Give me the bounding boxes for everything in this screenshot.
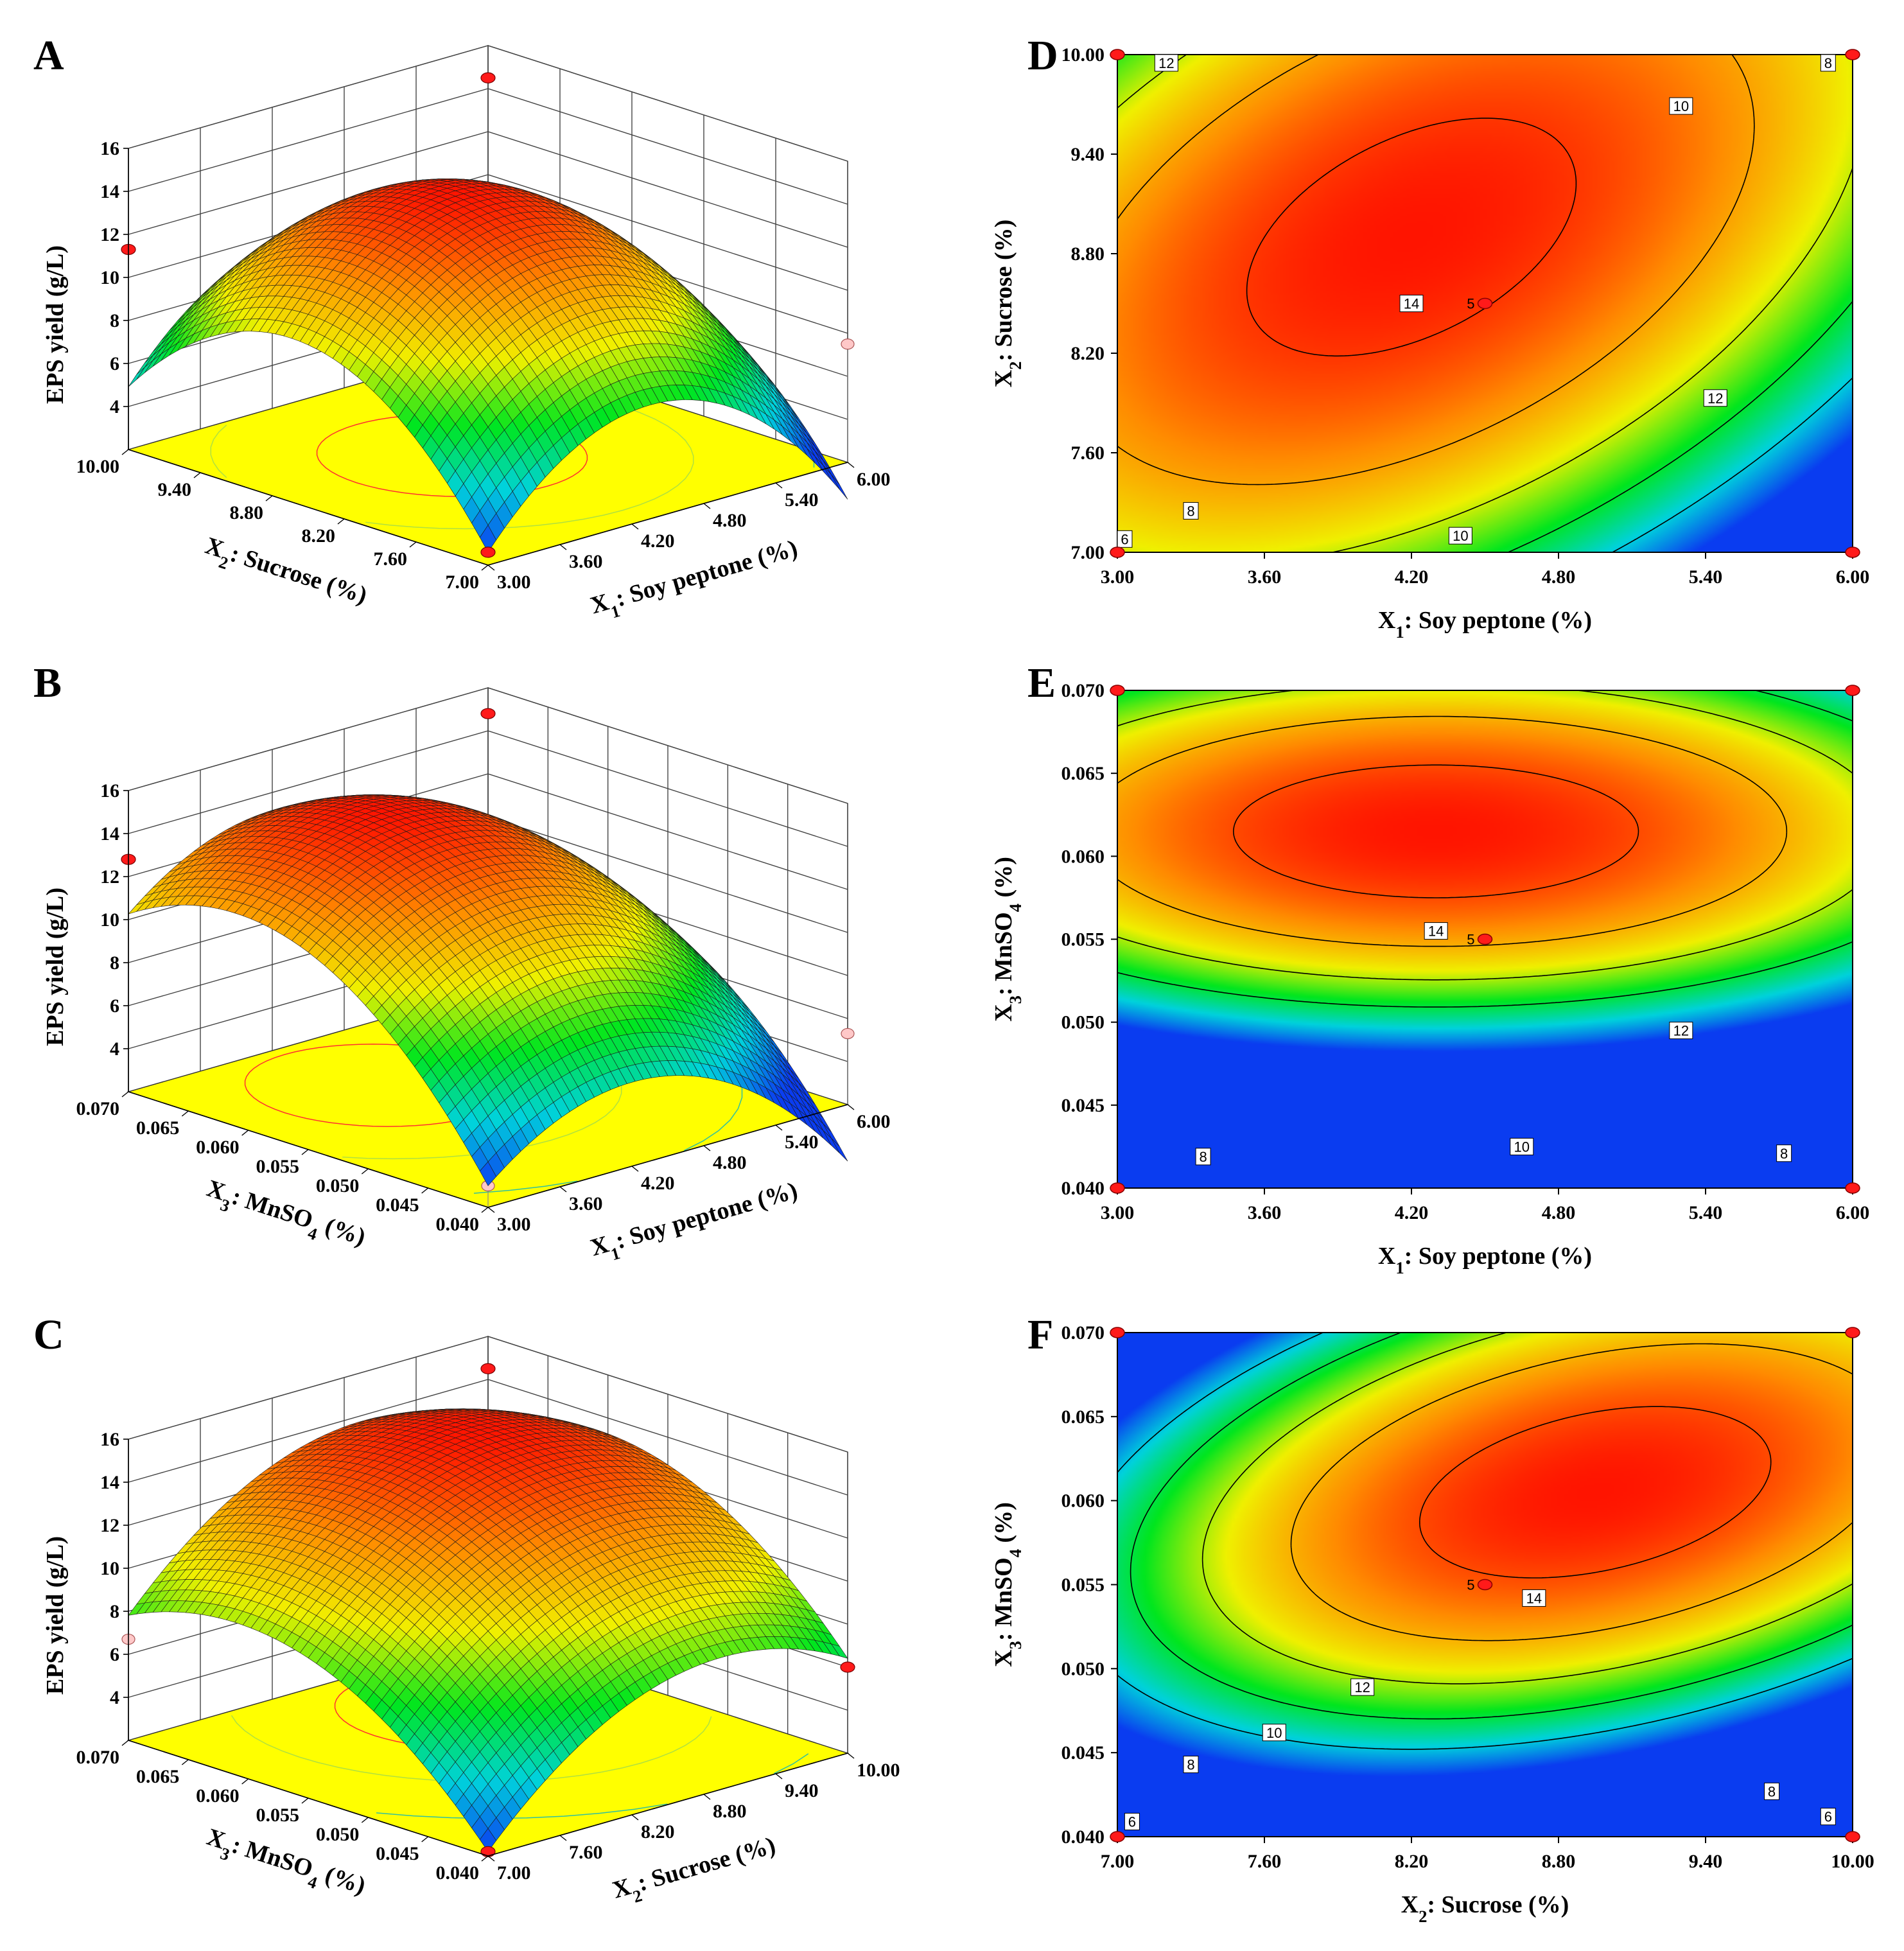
left-axis-tick-mark <box>409 541 417 548</box>
left-axis-tick-mark <box>481 1207 489 1213</box>
right-axis-tick-label: 4.20 <box>641 530 675 552</box>
design-point <box>480 708 496 719</box>
response-surface <box>128 178 848 553</box>
left-axis-tick-mark <box>181 1110 189 1117</box>
left-axis-tick-label: 7.60 <box>374 548 408 570</box>
right-axis-tick-mark <box>487 564 495 571</box>
left-axis-tick-mark <box>193 472 201 478</box>
left-axis-tick-mark <box>421 1187 429 1194</box>
left-axis-tick-label: 0.045 <box>376 1194 419 1216</box>
right-axis-tick-mark <box>775 1124 783 1131</box>
right-axis-title: X1: Soy peptone (%) <box>588 1177 803 1269</box>
right-axis-tick-label: 6.00 <box>857 469 891 490</box>
z-tick-label: 10 <box>100 909 119 931</box>
right-axis-tick-mark <box>631 1166 639 1172</box>
left-axis-tick-mark <box>265 495 273 502</box>
right-axis-tick-mark <box>487 1207 495 1213</box>
design-point-below <box>841 1028 855 1040</box>
left-axis-tick-label: 0.060 <box>196 1137 240 1158</box>
right-axis-tick-label: 3.60 <box>569 1193 603 1214</box>
design-point-below <box>841 338 855 350</box>
left-axis-tick-label: 0.040 <box>436 1214 480 1235</box>
left-axis-title: X2: Sucrose (%) <box>200 532 371 617</box>
right-axis-tick-label: 4.80 <box>713 1152 747 1173</box>
left-axis-tick-label: 7.00 <box>446 572 480 593</box>
design-point <box>480 547 496 558</box>
z-tick-label: 6 <box>110 353 119 374</box>
left-axis-tick-mark <box>121 449 129 455</box>
right-axis-tick-mark <box>703 503 711 509</box>
panel-a-surface-plot: A 4 6 8 10 12 14 16 EPS yield (g/L) 7.00 7.60 8.20 8… <box>33 32 891 627</box>
left-axis-tick-mark <box>241 1130 249 1136</box>
left-axis-tick-mark <box>301 1149 309 1155</box>
z-axis-title: EPS yield (g/L) <box>42 888 69 1046</box>
right-axis-tick-mark <box>847 462 855 468</box>
left-axis-tick-label: 0.050 <box>316 1175 360 1196</box>
right-axis-tick-mark <box>559 1186 567 1193</box>
right-axis-tick-mark <box>631 523 639 530</box>
right-axis-tick-label: 3.00 <box>497 572 531 593</box>
left-axis-tick-label: 0.055 <box>256 1156 300 1177</box>
right-axis-title: X1: Soy peptone (%) <box>588 535 803 627</box>
design-point <box>480 72 496 83</box>
right-axis-tick-mark <box>847 1104 855 1110</box>
z-tick-label: 16 <box>100 138 119 159</box>
right-axis-tick-label: 4.20 <box>641 1173 675 1194</box>
panel-letter: C <box>33 1311 64 1358</box>
left-axis-tick-label: 8.80 <box>230 502 264 523</box>
z-tick-label: 4 <box>110 1038 119 1060</box>
right-axis-tick-mark <box>703 1145 711 1151</box>
right-axis-tick-label: 5.40 <box>785 489 819 511</box>
left-axis-tick-mark <box>481 564 489 571</box>
right-axis-tick-label: 3.00 <box>497 1214 531 1235</box>
z-tick-label: 6 <box>110 995 119 1017</box>
z-tick-label: 12 <box>100 224 119 245</box>
panel-letter: A <box>33 32 64 79</box>
z-tick-label: 4 <box>110 396 119 417</box>
left-axis-tick-label: 0.065 <box>136 1117 180 1139</box>
z-tick-label: 8 <box>110 310 119 331</box>
right-axis-tick-label: 6.00 <box>857 1111 891 1132</box>
right-axis-tick-label: 3.60 <box>569 551 603 572</box>
left-axis-tick-mark <box>337 518 345 525</box>
z-tick-label: 16 <box>100 780 119 801</box>
surface-cell <box>831 1138 848 1162</box>
right-axis-tick-label: 4.80 <box>713 510 747 531</box>
left-axis-tick-mark <box>361 1168 369 1175</box>
z-tick-label: 10 <box>100 267 119 288</box>
z-tick-label: 8 <box>110 952 119 974</box>
z-axis-title: EPS yield (g/L) <box>42 245 69 404</box>
z-tick-label: 14 <box>100 823 119 844</box>
surface-cell <box>831 474 848 500</box>
panel-b-surface-plot: B 4 6 8 10 12 14 16 EPS yield (g/L) 0.040 0.045 0.0… <box>33 660 891 1269</box>
right-axis-tick-label: 5.40 <box>785 1132 819 1153</box>
left-axis-tick-label: 9.40 <box>158 479 192 500</box>
right-axis-tick-mark <box>775 482 783 489</box>
left-axis-tick-label: 0.070 <box>76 1098 120 1119</box>
left-axis-tick-label: 8.20 <box>302 525 336 547</box>
panel-letter: B <box>33 660 62 706</box>
right-axis-tick-mark <box>559 544 567 550</box>
left-axis-tick-label: 10.00 <box>76 456 120 477</box>
z-tick-label: 12 <box>100 866 119 888</box>
left-axis-tick-mark <box>121 1091 129 1098</box>
z-tick-label: 14 <box>100 181 119 202</box>
